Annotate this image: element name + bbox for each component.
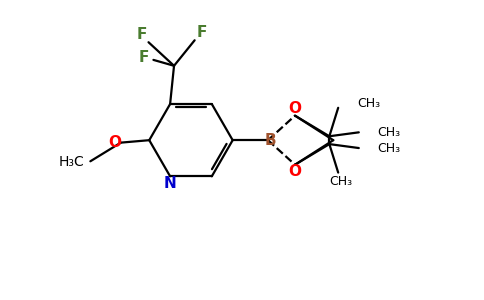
Text: N: N: [164, 176, 177, 191]
Text: B: B: [264, 133, 276, 148]
Text: CH₃: CH₃: [378, 126, 401, 139]
Text: CH₃: CH₃: [357, 98, 380, 110]
Text: F: F: [136, 27, 147, 42]
Text: O: O: [108, 135, 121, 150]
Text: CH₃: CH₃: [378, 142, 401, 154]
Text: F: F: [197, 25, 207, 40]
Text: O: O: [288, 101, 302, 116]
Text: CH₃: CH₃: [329, 175, 352, 188]
Text: H₃C: H₃C: [59, 155, 85, 169]
Text: F: F: [138, 50, 149, 65]
Text: O: O: [288, 164, 302, 179]
